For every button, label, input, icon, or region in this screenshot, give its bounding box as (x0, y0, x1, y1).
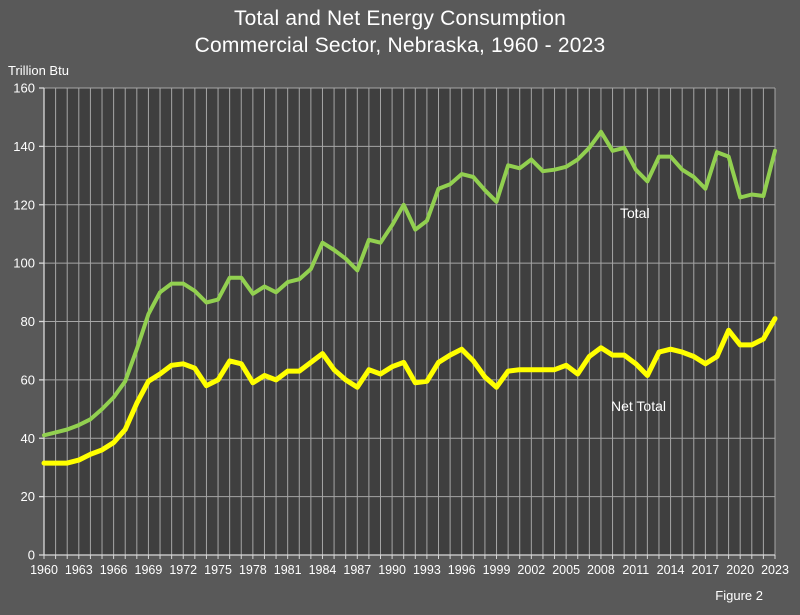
x-tick-label: 1972 (169, 563, 197, 577)
y-tick-label: 20 (21, 489, 35, 504)
chart-title-line1: Total and Net Energy Consumption (233, 7, 567, 30)
total-line (42, 129, 777, 438)
total-series-label: Total (620, 205, 650, 221)
x-tick-label: 2005 (552, 563, 580, 577)
x-tick-label: 1963 (65, 563, 93, 577)
y-axis-unit-label: Trillion Btu (8, 63, 69, 78)
y-tick-label: 60 (21, 372, 35, 387)
y-tick-label: 120 (13, 197, 35, 212)
x-tick-label: 2002 (517, 563, 545, 577)
x-tick-label: 1975 (204, 563, 232, 577)
x-tick-label: 1966 (100, 563, 128, 577)
x-tick-label: 1978 (239, 563, 267, 577)
net-total-series-label: Net Total (611, 398, 666, 414)
y-tick-label: 160 (13, 81, 35, 96)
x-tick-label: 1981 (274, 563, 302, 577)
y-tick-label: 100 (13, 256, 35, 271)
x-tick-label: 2011 (622, 563, 649, 577)
figure-caption: Figure 2 (715, 588, 763, 603)
x-tick-label: 2014 (657, 563, 685, 577)
x-tick-label: 1984 (309, 563, 337, 577)
x-tick-label: 1993 (413, 563, 441, 577)
x-tick-label: 2023 (761, 563, 789, 577)
x-tick-label: 1999 (483, 563, 511, 577)
x-tick-label: 1990 (378, 563, 406, 577)
x-tick-label: 1969 (135, 563, 163, 577)
x-tick-label: 1960 (30, 563, 58, 577)
y-tick-label: 80 (21, 314, 35, 329)
x-tick-label: 2008 (587, 563, 615, 577)
x-tick-label: 2020 (726, 563, 754, 577)
x-tick-label: 1987 (343, 563, 371, 577)
x-tick-label: 2017 (691, 563, 719, 577)
net-total-line (41, 316, 778, 466)
y-tick-label: 140 (13, 139, 35, 154)
y-tick-label: 0 (28, 548, 35, 563)
y-tick-label: 40 (21, 431, 35, 446)
chart-title-line2: Commercial Sector, Nebraska, 1960 - 2023 (194, 34, 606, 57)
x-tick-label: 1996 (448, 563, 476, 577)
